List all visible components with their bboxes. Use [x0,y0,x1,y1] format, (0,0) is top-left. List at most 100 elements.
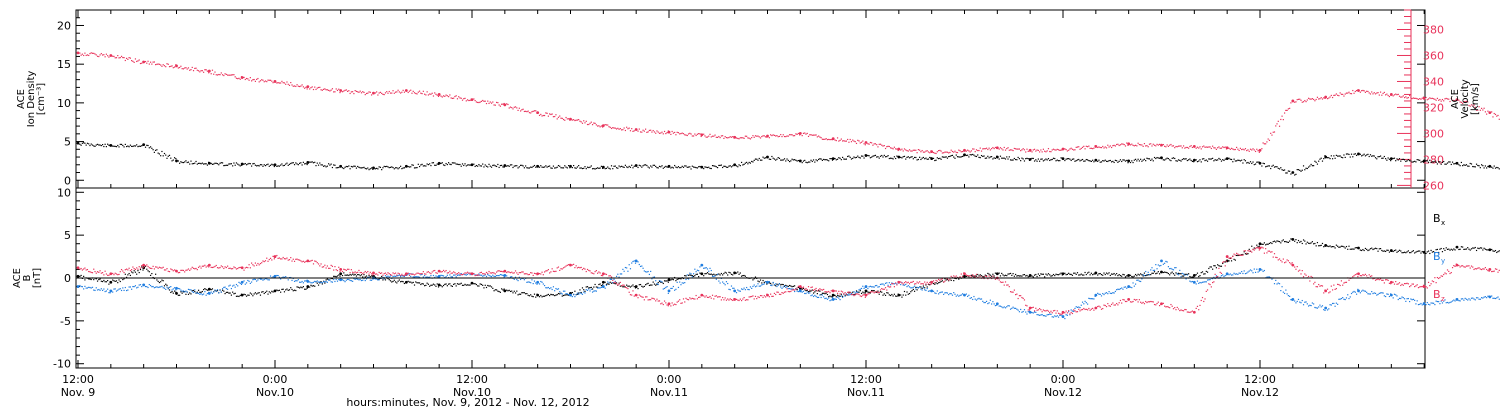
b-field-trace-dot [901,297,902,298]
b-field-trace-dot [1362,249,1363,250]
b-field-trace-dot [243,294,244,295]
b-field-trace-dot [1016,309,1017,310]
velocity-trace-dot [1067,150,1068,151]
b-field-trace-dot [714,275,715,276]
density-data-point [503,164,506,167]
velocity-trace-dot [408,92,409,93]
b-field-trace-dot [639,264,640,265]
velocity-trace-dot [1242,149,1243,150]
velocity-trace-dot [357,91,358,92]
density-trace-dot [1294,174,1295,175]
density-trace-dot [1491,167,1492,168]
density-trace-dot [1083,161,1084,162]
b-field-data-point [635,259,638,262]
density-trace-dot [601,166,602,167]
b-field-trace-dot [299,287,300,288]
b-field-trace-dot [447,285,448,286]
density-trace-dot [1057,160,1058,161]
b-field-trace-dot [1287,242,1288,243]
b-field-trace-dot [1269,243,1270,244]
b-field-trace-dot [576,294,577,295]
density-trace-dot [88,143,89,144]
b-field-trace-dot [1324,310,1325,311]
density-trace-dot [1196,159,1197,160]
b-field-trace-dot [121,290,122,291]
density-data-point [569,165,572,168]
b-field-trace-dot [207,290,208,291]
b-field-trace-dot [812,294,813,295]
density-trace-dot [1484,167,1485,168]
b-field-trace-dot [404,276,405,277]
b-field-trace-dot [89,279,90,280]
velocity-trace-dot [309,88,310,89]
b-field-trace-dot [1213,265,1214,266]
b-field-trace-dot [728,272,729,273]
velocity-data-point [963,149,966,152]
b-field-trace-dot [280,292,281,293]
b-field-trace-dot [610,282,611,283]
b-field-trace-dot [584,292,585,293]
b-field-trace-dot [1108,272,1109,273]
density-trace-dot [723,166,724,167]
velocity-trace-dot [238,78,239,79]
velocity-trace-dot [82,54,83,55]
b-field-trace-dot [1164,272,1165,273]
b-field-trace-dot [708,273,709,274]
velocity-trace-dot [1052,149,1053,150]
b-field-trace-dot [1126,288,1127,289]
velocity-data-point [1029,149,1032,152]
b-field-trace-dot [839,299,840,300]
b-field-trace-dot [1254,247,1255,248]
velocity-trace-dot [1241,149,1242,150]
b-field-trace-dot [1165,261,1166,262]
velocity-trace-dot [1068,150,1069,151]
velocity-trace-dot [150,62,151,63]
b-field-trace-dot [587,290,588,291]
velocity-trace-dot [770,134,771,135]
velocity-trace-dot [203,72,204,73]
b-field-trace-dot [1332,303,1333,304]
density-trace-dot [1108,160,1109,161]
velocity-trace-dot [1322,98,1323,99]
b-field-trace-dot [572,296,573,297]
b-field-trace-dot [323,281,324,282]
density-trace-dot [901,157,902,158]
b-field-trace-dot [543,283,544,284]
density-trace-dot [184,161,185,162]
density-trace-dot [1100,162,1101,163]
b-field-trace-dot [654,276,655,277]
b-field-trace-dot [488,275,489,276]
b-field-trace-dot [1235,274,1236,275]
density-trace-dot [363,167,364,168]
b-field-trace-dot [346,275,347,276]
velocity-trace-dot [342,91,343,92]
b-field-trace-dot [194,289,195,290]
velocity-trace-dot [165,66,166,67]
b-field-trace-dot [451,276,452,277]
b-field-trace-dot [1221,275,1222,276]
b-field-trace-dot [644,286,645,287]
velocity-trace-dot [517,110,518,111]
b-field-trace-dot [1138,274,1139,275]
velocity-trace-dot [256,79,257,80]
velocity-trace-dot [451,97,452,98]
velocity-trace-dot [115,57,116,58]
velocity-trace-dot [427,91,428,92]
velocity-trace-dot [445,94,446,95]
b-field-trace-dot [122,279,123,280]
b-field-trace-dot [805,293,806,294]
b-field-trace-dot [355,279,356,280]
b-field-trace-dot [247,295,248,296]
b-field-trace-dot [227,289,228,290]
b-field-trace-dot [828,297,829,298]
b-field-trace-dot [1311,242,1312,243]
velocity-trace-dot [1188,148,1189,149]
b-field-trace-dot [1316,307,1317,308]
b-field-trace-dot [1156,273,1157,274]
b-field-trace-dot [326,279,327,280]
b-field-trace-dot [553,286,554,287]
velocity-trace-dot [523,109,524,110]
b-field-trace-dot [1485,296,1486,297]
b-field-trace-dot [944,292,945,293]
density-trace-dot [572,167,573,168]
